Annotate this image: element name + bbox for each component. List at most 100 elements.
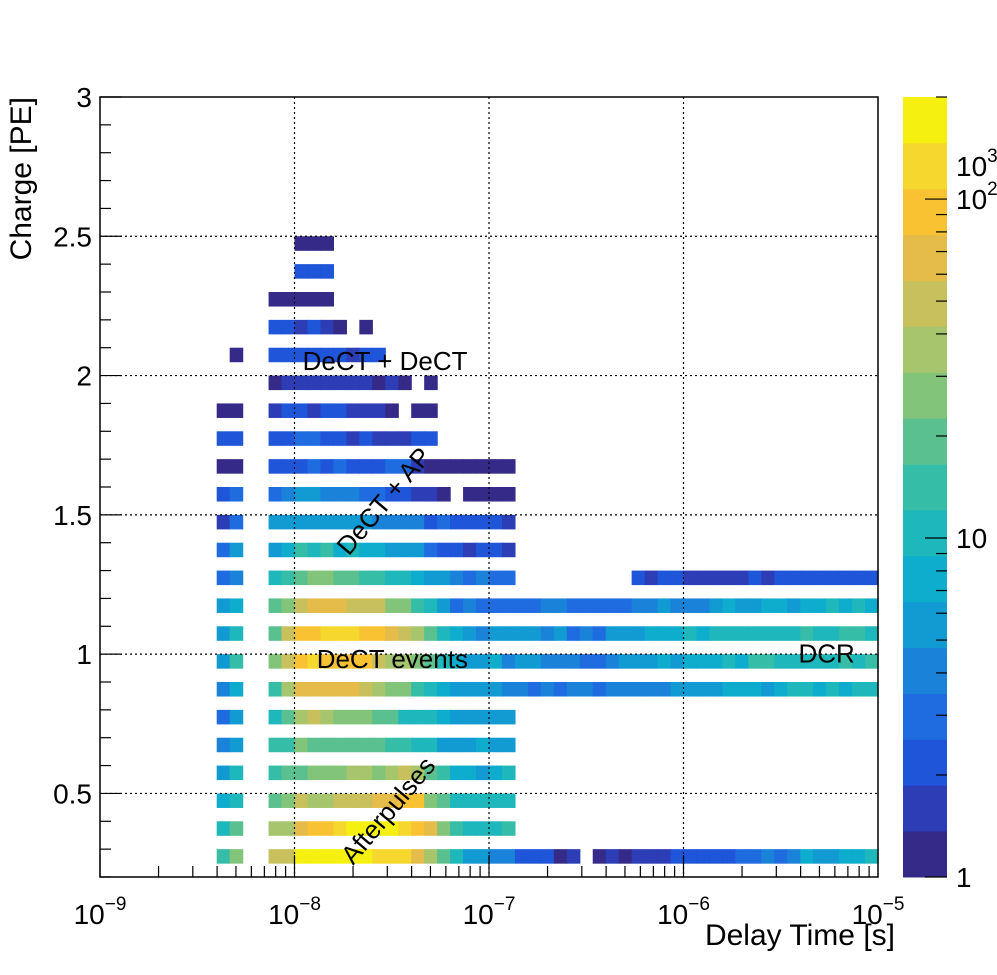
- heatmap-cell: [670, 598, 685, 613]
- heatmap-cell: [411, 403, 425, 418]
- heatmap-cell: [229, 682, 244, 697]
- heatmap-cell: [774, 570, 788, 586]
- heatmap-cell: [294, 347, 309, 363]
- heatmap-cell: [722, 654, 736, 669]
- heatmap-cell: [346, 849, 360, 864]
- heatmap-cell: [385, 375, 399, 391]
- heatmap-cell: [813, 570, 827, 586]
- heatmap-cell: [476, 682, 490, 697]
- heatmap-cell: [411, 821, 425, 836]
- heatmap-cell: [696, 654, 711, 669]
- heatmap-cell: [722, 626, 736, 641]
- heatmap-cell: [450, 793, 464, 808]
- heatmap-cell: [294, 264, 309, 279]
- heatmap-cell: [294, 319, 309, 335]
- colorbar-segment: [903, 739, 947, 786]
- heatmap-cell: [320, 654, 334, 669]
- heatmap-cell: [774, 849, 788, 864]
- heatmap-cell: [800, 654, 814, 669]
- heatmap-cell: [294, 793, 309, 808]
- heatmap-cell: [735, 626, 749, 641]
- heatmap-cell: [346, 542, 360, 558]
- heatmap-cell: [372, 821, 386, 836]
- heatmap-cell: [761, 626, 775, 641]
- heatmap-cell: [437, 793, 451, 808]
- heatmap-cell: [696, 849, 711, 864]
- heatmap-cell: [359, 487, 373, 502]
- heatmap-cell: [346, 709, 360, 725]
- heatmap-cell: [268, 821, 283, 836]
- heatmap-cell: [489, 626, 503, 641]
- heatmap-cell: [450, 849, 464, 864]
- heatmap-cell: [320, 431, 334, 446]
- heatmap-cell: [644, 598, 659, 613]
- heatmap-cell: [476, 821, 490, 836]
- heatmap-cell: [437, 849, 451, 864]
- heatmap-cell: [320, 542, 334, 558]
- heatmap-cell: [333, 626, 347, 641]
- heatmap-cell: [527, 682, 542, 697]
- heatmap-cell: [424, 459, 438, 474]
- y-axis-title: Charge [PE]: [5, 97, 38, 260]
- heatmap-cell: [514, 849, 529, 864]
- heatmap-cell: [463, 682, 477, 697]
- heatmap-cell: [450, 514, 464, 530]
- colorbar-segment: [903, 418, 947, 465]
- heatmap-cell: [385, 765, 399, 781]
- heatmap-cell: [320, 375, 334, 391]
- heatmap-cell: [372, 849, 386, 864]
- heatmap-cell: [489, 682, 503, 697]
- heatmap-cell: [865, 849, 879, 864]
- heatmap-cell: [463, 487, 477, 502]
- heatmap-cell: [450, 709, 464, 725]
- heatmap-cell: [657, 626, 672, 641]
- heatmap-cell: [307, 236, 322, 251]
- heatmap-cell: [359, 459, 373, 474]
- heatmap-cell: [294, 292, 309, 307]
- heatmap-cell: [333, 347, 347, 363]
- heatmap-cell: [307, 737, 322, 753]
- heatmap-cell: [294, 431, 309, 446]
- heatmap-cell: [333, 375, 347, 391]
- heatmap-cell: [359, 849, 373, 864]
- heatmap-cell: [852, 570, 866, 586]
- heatmap-cell: [774, 626, 788, 641]
- colorbar-segment: [903, 142, 947, 190]
- heatmap-cell: [566, 654, 581, 669]
- heatmap-cell: [294, 236, 309, 251]
- heatmap-cell: [281, 682, 296, 697]
- heatmap-cell: [411, 654, 425, 669]
- heatmap-cell: [216, 793, 231, 808]
- heatmap-cell: [281, 765, 296, 781]
- heatmap-cell: [683, 598, 698, 613]
- heatmap-cell: [489, 849, 503, 864]
- heatmap-cell: [605, 598, 620, 613]
- colorbar-segment: [903, 234, 947, 282]
- heatmap-cell: [735, 849, 749, 864]
- heatmap-cell: [372, 709, 386, 725]
- heatmap-cell: [307, 570, 322, 586]
- heatmap-cell: [216, 682, 231, 697]
- heatmap-cell: [735, 570, 749, 586]
- heatmap-cell: [774, 598, 788, 613]
- heatmap-cell: [501, 542, 516, 558]
- heatmap-cell: [657, 654, 672, 669]
- heatmap-cell: [437, 654, 451, 669]
- heatmap-cell: [372, 682, 386, 697]
- heatmap-cell: [346, 793, 360, 808]
- heatmap-cell: [229, 765, 244, 781]
- heatmap-cell: [281, 654, 296, 669]
- heatmap-cell: [333, 570, 347, 586]
- heatmap-cell: [437, 487, 451, 502]
- heatmap-cell: [527, 654, 542, 669]
- heatmap-cell: [424, 765, 438, 781]
- heatmap-cell: [540, 849, 555, 864]
- heatmap-cell: [294, 654, 309, 669]
- heatmap-cell: [320, 236, 334, 251]
- heatmap-cell: [229, 570, 244, 586]
- heatmap-cell: [411, 431, 425, 446]
- colorbar-segment: [903, 693, 947, 740]
- heatmap-cell: [385, 682, 399, 697]
- heatmap-cell: [398, 598, 412, 613]
- heatmap-cell: [424, 431, 438, 446]
